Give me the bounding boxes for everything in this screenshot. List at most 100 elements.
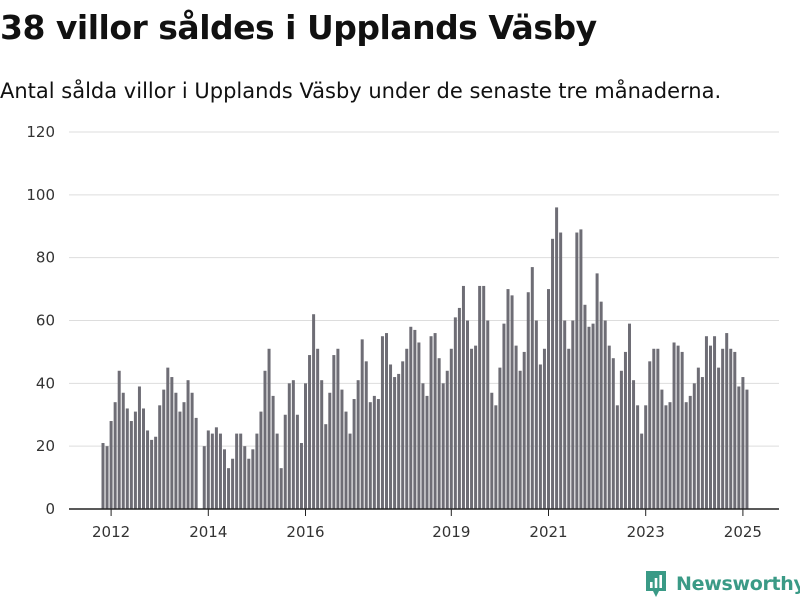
bar	[652, 348, 656, 509]
bar	[117, 370, 121, 509]
y-tick-label: 120	[26, 123, 55, 141]
bar	[595, 273, 599, 510]
bar	[308, 355, 312, 509]
bar	[441, 383, 445, 509]
bar	[640, 433, 644, 509]
bar	[587, 326, 591, 509]
bar	[186, 380, 190, 509]
bar	[146, 430, 150, 509]
bar	[482, 285, 486, 509]
chart-title: 38 villor såldes i Upplands Väsby	[0, 8, 597, 47]
x-axis-ticks: 2012 2014 2016 2019 2021 2023 2025	[92, 509, 762, 541]
bar	[194, 417, 198, 509]
x-tick-label: 2021	[529, 523, 567, 541]
bar	[445, 370, 449, 509]
bar	[607, 345, 611, 509]
bar	[713, 336, 717, 509]
bar	[457, 307, 461, 509]
bar	[129, 421, 133, 509]
bar	[275, 433, 279, 509]
bar	[380, 336, 384, 509]
bar	[170, 377, 174, 509]
bar	[729, 348, 733, 509]
bar	[105, 446, 109, 509]
bar	[709, 345, 712, 509]
x-tick-label: 2019	[432, 523, 470, 541]
bar	[174, 392, 178, 509]
y-tick-label: 80	[36, 249, 55, 267]
bar	[745, 389, 749, 509]
bar	[304, 383, 307, 509]
bar	[158, 405, 162, 509]
x-tick-label: 2023	[627, 523, 665, 541]
bar	[619, 370, 623, 509]
bar	[575, 232, 579, 509]
bar	[389, 364, 393, 509]
bar	[490, 392, 494, 509]
bar	[636, 405, 640, 509]
bar	[579, 229, 583, 509]
bar	[449, 348, 453, 509]
bar	[510, 295, 514, 509]
bar	[502, 323, 506, 509]
bar	[299, 443, 303, 509]
bar	[417, 342, 421, 509]
bar	[680, 351, 684, 509]
bar	[684, 402, 688, 509]
chart-subtitle: Antal sålda villor i Upplands Väsby unde…	[0, 79, 722, 103]
bar	[721, 348, 725, 509]
bar	[551, 238, 555, 509]
bar	[737, 386, 741, 509]
bar	[559, 232, 563, 509]
bar	[530, 267, 534, 509]
bar	[166, 367, 170, 510]
bar	[328, 392, 332, 509]
bar	[113, 402, 117, 509]
bar	[405, 348, 409, 509]
bar	[231, 458, 235, 509]
bar	[547, 289, 550, 509]
bar	[360, 339, 364, 509]
bar	[150, 439, 154, 509]
bar	[433, 333, 437, 509]
bar	[506, 289, 510, 509]
x-tick-label: 2012	[92, 523, 130, 541]
bar	[324, 424, 328, 509]
bar	[413, 329, 417, 509]
bar	[648, 361, 652, 509]
bar	[676, 345, 680, 509]
y-tick-label: 40	[36, 374, 55, 392]
bar	[478, 285, 482, 509]
bar	[571, 320, 575, 509]
bar	[466, 320, 469, 509]
bar	[660, 389, 664, 509]
y-axis-ticks: 0 20 40 60 80 100 120	[26, 123, 55, 518]
bar	[332, 355, 336, 509]
bar	[668, 402, 672, 509]
newsworthy-logo-icon	[646, 571, 666, 597]
bar	[700, 377, 704, 509]
bar	[498, 367, 502, 510]
bar	[121, 392, 125, 509]
bar	[154, 436, 158, 509]
bar	[725, 333, 729, 509]
bar	[210, 433, 214, 509]
bar	[555, 207, 559, 509]
bar	[344, 411, 348, 509]
bar	[401, 361, 405, 509]
bar	[259, 411, 263, 509]
bar	[632, 380, 636, 509]
bar	[429, 336, 433, 509]
bar	[263, 370, 267, 509]
bar	[243, 446, 247, 509]
bar	[137, 386, 141, 509]
bar	[514, 345, 518, 509]
bar	[518, 370, 522, 509]
bar	[376, 399, 380, 509]
bar	[320, 380, 324, 509]
bar	[461, 285, 465, 509]
bar	[409, 326, 413, 509]
bar	[255, 433, 259, 509]
bar	[251, 449, 255, 509]
newsworthy-brand[interactable]: Newsworthy	[644, 568, 800, 600]
